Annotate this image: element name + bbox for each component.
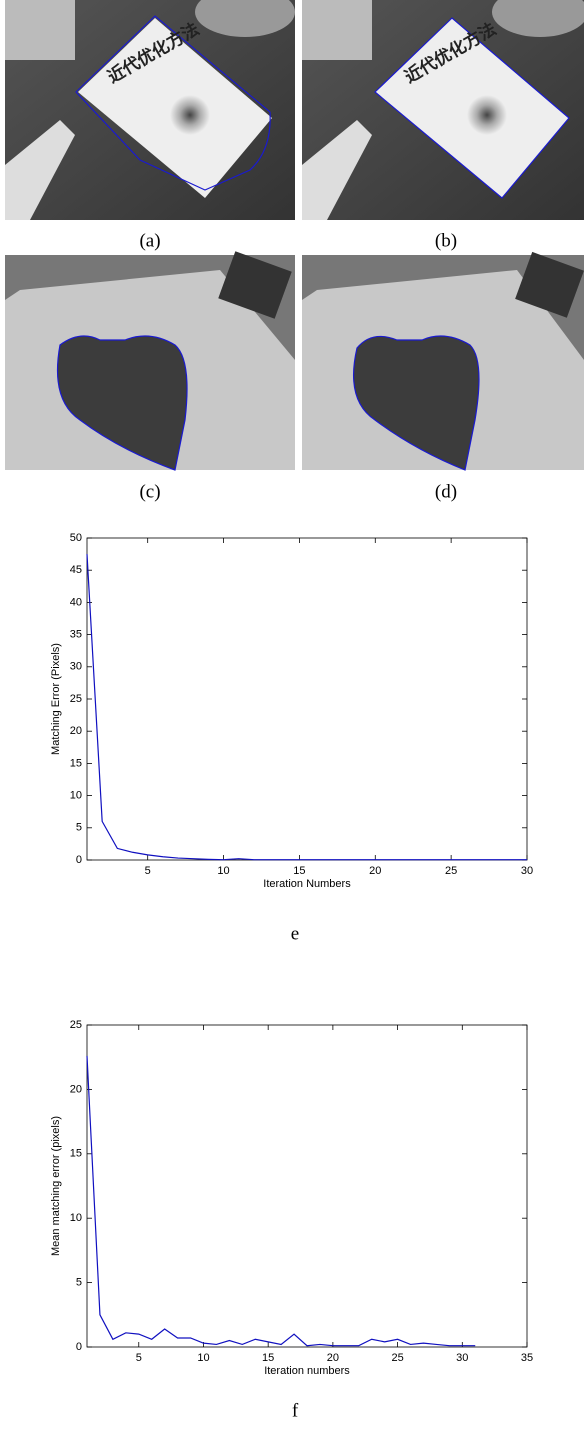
- data-line: [86, 1055, 476, 1347]
- y-tick-label: 45: [70, 564, 82, 576]
- y-tick-label: 15: [70, 757, 82, 769]
- panel-label: (d): [435, 481, 457, 502]
- x-tick-label: 30: [456, 1352, 468, 1364]
- plot-area: [86, 1024, 528, 1348]
- x-tick-label: 25: [445, 865, 457, 877]
- photo-c: [5, 251, 295, 471]
- x-tick-label: 5: [136, 1352, 142, 1364]
- x-tick-label: 30: [521, 865, 533, 877]
- x-tick-label: 20: [327, 1352, 339, 1364]
- y-tick-label: 35: [70, 629, 82, 641]
- x-axis-label: Iteration numbers: [264, 1365, 350, 1377]
- x-tick-label: 20: [369, 865, 381, 877]
- y-tick-label: 40: [70, 596, 82, 608]
- panel-label: (b): [435, 230, 457, 251]
- plot-area: [86, 537, 528, 861]
- panel-label: (c): [139, 481, 160, 502]
- y-axis-label: Matching Error (Pixels): [50, 643, 62, 755]
- y-tick-label: 5: [76, 822, 82, 834]
- photo-a: [5, 0, 295, 220]
- y-tick-label: 20: [70, 1083, 82, 1095]
- photo-d: [302, 251, 584, 471]
- y-tick-label: 50: [70, 532, 82, 544]
- y-tick-label: 25: [70, 1019, 82, 1031]
- y-tick-label: 0: [76, 1341, 82, 1353]
- x-tick-label: 25: [391, 1352, 403, 1364]
- x-tick-label: 15: [293, 865, 305, 877]
- data-line: [86, 554, 527, 861]
- panel-label: (a): [139, 230, 160, 251]
- photo-b: [302, 0, 584, 220]
- chart-caption: f: [292, 1400, 299, 1421]
- y-tick-label: 10: [70, 1212, 82, 1224]
- x-tick-label: 35: [521, 1352, 533, 1364]
- y-axis-label: Mean matching error (pixels): [50, 1116, 62, 1256]
- x-tick-label: 10: [217, 865, 229, 877]
- chart-caption: e: [291, 923, 299, 944]
- y-tick-label: 15: [70, 1148, 82, 1160]
- x-tick-label: 10: [197, 1352, 209, 1364]
- x-tick-label: 15: [262, 1352, 274, 1364]
- y-tick-label: 30: [70, 661, 82, 673]
- y-tick-label: 25: [70, 693, 82, 705]
- y-tick-label: 10: [70, 790, 82, 802]
- y-tick-label: 20: [70, 725, 82, 737]
- y-tick-label: 0: [76, 854, 82, 866]
- y-tick-label: 5: [76, 1277, 82, 1289]
- x-axis-label: Iteration Numbers: [263, 878, 351, 890]
- x-tick-label: 5: [145, 865, 151, 877]
